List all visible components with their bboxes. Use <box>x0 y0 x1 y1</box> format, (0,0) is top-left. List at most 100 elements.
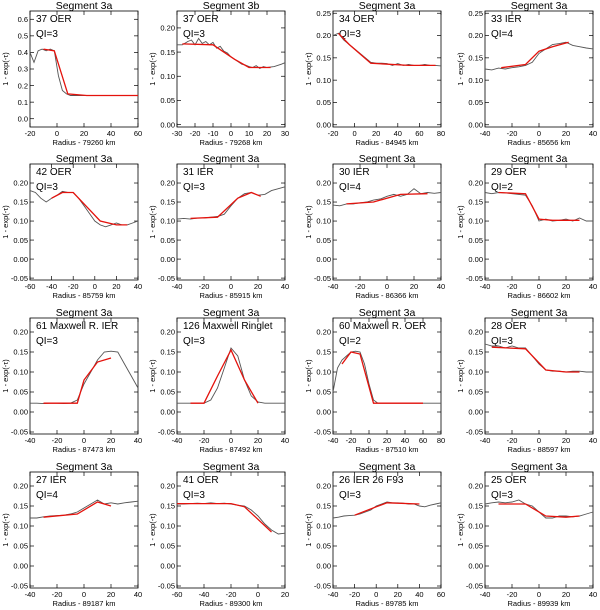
y-tick-label: 0.25 <box>316 9 331 18</box>
panel-8: Segment 3a -40 -20 0 20 40 -0.05 0.00 0.05 0.10 0.… <box>456 153 597 300</box>
panel-label: 33 IER <box>491 14 522 25</box>
x-axis-label: Radius - 79268 km <box>200 138 263 147</box>
y-axis-label: 1 - exp(-τ) <box>1 205 10 239</box>
fit-series-line <box>491 346 580 373</box>
data-series-line <box>30 350 139 405</box>
panel-label: 60 Maxwell R. OER <box>339 321 426 332</box>
x-tick-label: -20 <box>507 436 518 445</box>
y-tick-label: -0.05 <box>466 274 483 283</box>
y-tick-label: 0.20 <box>468 31 483 40</box>
panel-title: Segment 3a <box>511 461 568 473</box>
y-tick-label: 0.10 <box>316 368 331 377</box>
y-tick-label: 0.25 <box>468 9 483 18</box>
x-tick-label: 20 <box>263 129 271 138</box>
panel-title: Segment 3a <box>56 0 113 12</box>
y-tick-label: 0.00 <box>468 120 483 129</box>
x-axis-label: Radius - 85759 km <box>53 291 116 300</box>
quality-index: QI=2 <box>491 182 513 193</box>
panel-16: Segment 3a -40 -20 0 20 40 -0.05 0.00 0.05 0.10 0.… <box>456 461 597 608</box>
data-series-line <box>484 41 594 71</box>
x-tick-label: 40 <box>589 436 597 445</box>
y-tick-label: 0.20 <box>160 328 175 337</box>
x-tick-label: 40 <box>281 282 289 291</box>
x-axis-label: Radius - 89187 km <box>53 599 116 608</box>
y-tick-label: 0.15 <box>316 54 331 63</box>
y-axis-label: 1 - exp(-τ) <box>304 513 313 547</box>
x-tick-label: 20 <box>281 590 289 599</box>
panel-title: Segment 3a <box>203 153 260 165</box>
panel-title: Segment 3a <box>203 461 260 473</box>
y-tick-label: 0.15 <box>160 348 175 357</box>
fit-series-line <box>337 32 436 67</box>
y-tick-label: 0.00 <box>160 408 175 417</box>
x-tick-label: -40 <box>480 436 491 445</box>
y-tick-label: 0.15 <box>13 348 28 357</box>
x-tick-label: 20 <box>372 129 380 138</box>
x-tick-label: 0 <box>229 129 233 138</box>
y-tick-label: 0.20 <box>160 24 175 33</box>
x-axis-label: Radius - 85656 km <box>508 138 571 147</box>
data-series-line <box>29 48 138 96</box>
fit-series-line <box>498 503 580 518</box>
y-tick-label: -0.05 <box>314 428 331 437</box>
data-series-line <box>177 37 286 70</box>
panel-title: Segment 3a <box>359 461 416 473</box>
x-tick-label: 20 <box>254 282 262 291</box>
y-tick-label: 0.10 <box>160 368 175 377</box>
fit-series-line <box>498 191 580 221</box>
panel-label: 29 OER <box>491 167 527 178</box>
x-tick-label: -40 <box>480 282 491 291</box>
y-tick-label: 0.20 <box>468 328 483 337</box>
y-axis-label: 1 - exp(-τ) <box>148 359 157 393</box>
x-tick-label: 80 <box>437 129 445 138</box>
y-tick-label: 0.00 <box>13 408 28 417</box>
panel-9: Segment 3a -40 -20 0 20 40 -0.05 0.00 0.05 0.10 0.… <box>1 307 142 454</box>
fit-series-line <box>43 48 138 97</box>
y-tick-label: -0.05 <box>11 274 28 283</box>
y-tick-label: 0.6 <box>18 15 28 24</box>
y-tick-label: 0.20 <box>316 482 331 491</box>
y-tick-label: 0.10 <box>316 76 331 85</box>
y-tick-label: 0.05 <box>13 542 28 551</box>
panel-label: 37 OER <box>183 14 219 25</box>
panel-12: Segment 3a -40 -20 0 20 40 -0.05 0.00 0.05 0.10 0.… <box>456 307 597 454</box>
quality-index: QI=3 <box>491 336 513 347</box>
x-tick-label: 40 <box>134 436 142 445</box>
y-tick-label: 0.3 <box>18 65 28 74</box>
x-tick-label: -40 <box>46 282 57 291</box>
fit-series-line <box>177 502 272 533</box>
y-tick-label: -0.05 <box>466 428 483 437</box>
fit-series-line <box>190 348 259 404</box>
quality-index: QI=3 <box>339 29 361 40</box>
y-tick-label: 0.15 <box>13 198 28 207</box>
panel-1: Segment 3a -20 0 20 40 60 0.0 0.1 0.2 0.3 0.4 0.5 0.… <box>1 0 142 147</box>
y-tick-label: 0.20 <box>316 328 331 337</box>
x-tick-label: 60 <box>437 590 445 599</box>
x-tick-label: -40 <box>172 436 183 445</box>
y-tick-label: 0.05 <box>468 98 483 107</box>
x-tick-label: 20 <box>562 129 570 138</box>
y-tick-label: 0.10 <box>468 217 483 226</box>
x-tick-label: -40 <box>328 436 339 445</box>
x-tick-label: -30 <box>172 129 183 138</box>
panel-7: Segment 3a -40 -20 0 20 40 -0.05 0.00 0.05 0.10 0.… <box>304 153 445 300</box>
panel-5: Segment 3a -60 -40 -20 0 20 40 -0.05 0.00 0.05 0.1… <box>1 153 142 300</box>
y-tick-label: -0.05 <box>466 582 483 591</box>
quality-index: QI=3 <box>183 490 205 501</box>
x-tick-label: -40 <box>25 590 36 599</box>
panel-label: 30 IER <box>339 167 370 178</box>
y-tick-label: 0.20 <box>316 179 331 188</box>
x-tick-label: 40 <box>394 129 402 138</box>
x-tick-label: 40 <box>134 282 142 291</box>
x-tick-label: 60 <box>415 129 423 138</box>
y-axis-label: 1 - exp(-τ) <box>456 52 465 86</box>
x-tick-label: -40 <box>328 590 339 599</box>
x-axis-label: Radius - 87510 km <box>356 445 419 454</box>
y-tick-label: 0.0 <box>18 114 28 123</box>
panel-label: 27 IER <box>36 475 67 486</box>
y-tick-label: 0.10 <box>13 217 28 226</box>
quality-index: QI=3 <box>339 490 361 501</box>
y-tick-label: 0.00 <box>468 255 483 264</box>
x-tick-label: 0 <box>385 282 389 291</box>
y-tick-label: 0.05 <box>160 388 175 397</box>
